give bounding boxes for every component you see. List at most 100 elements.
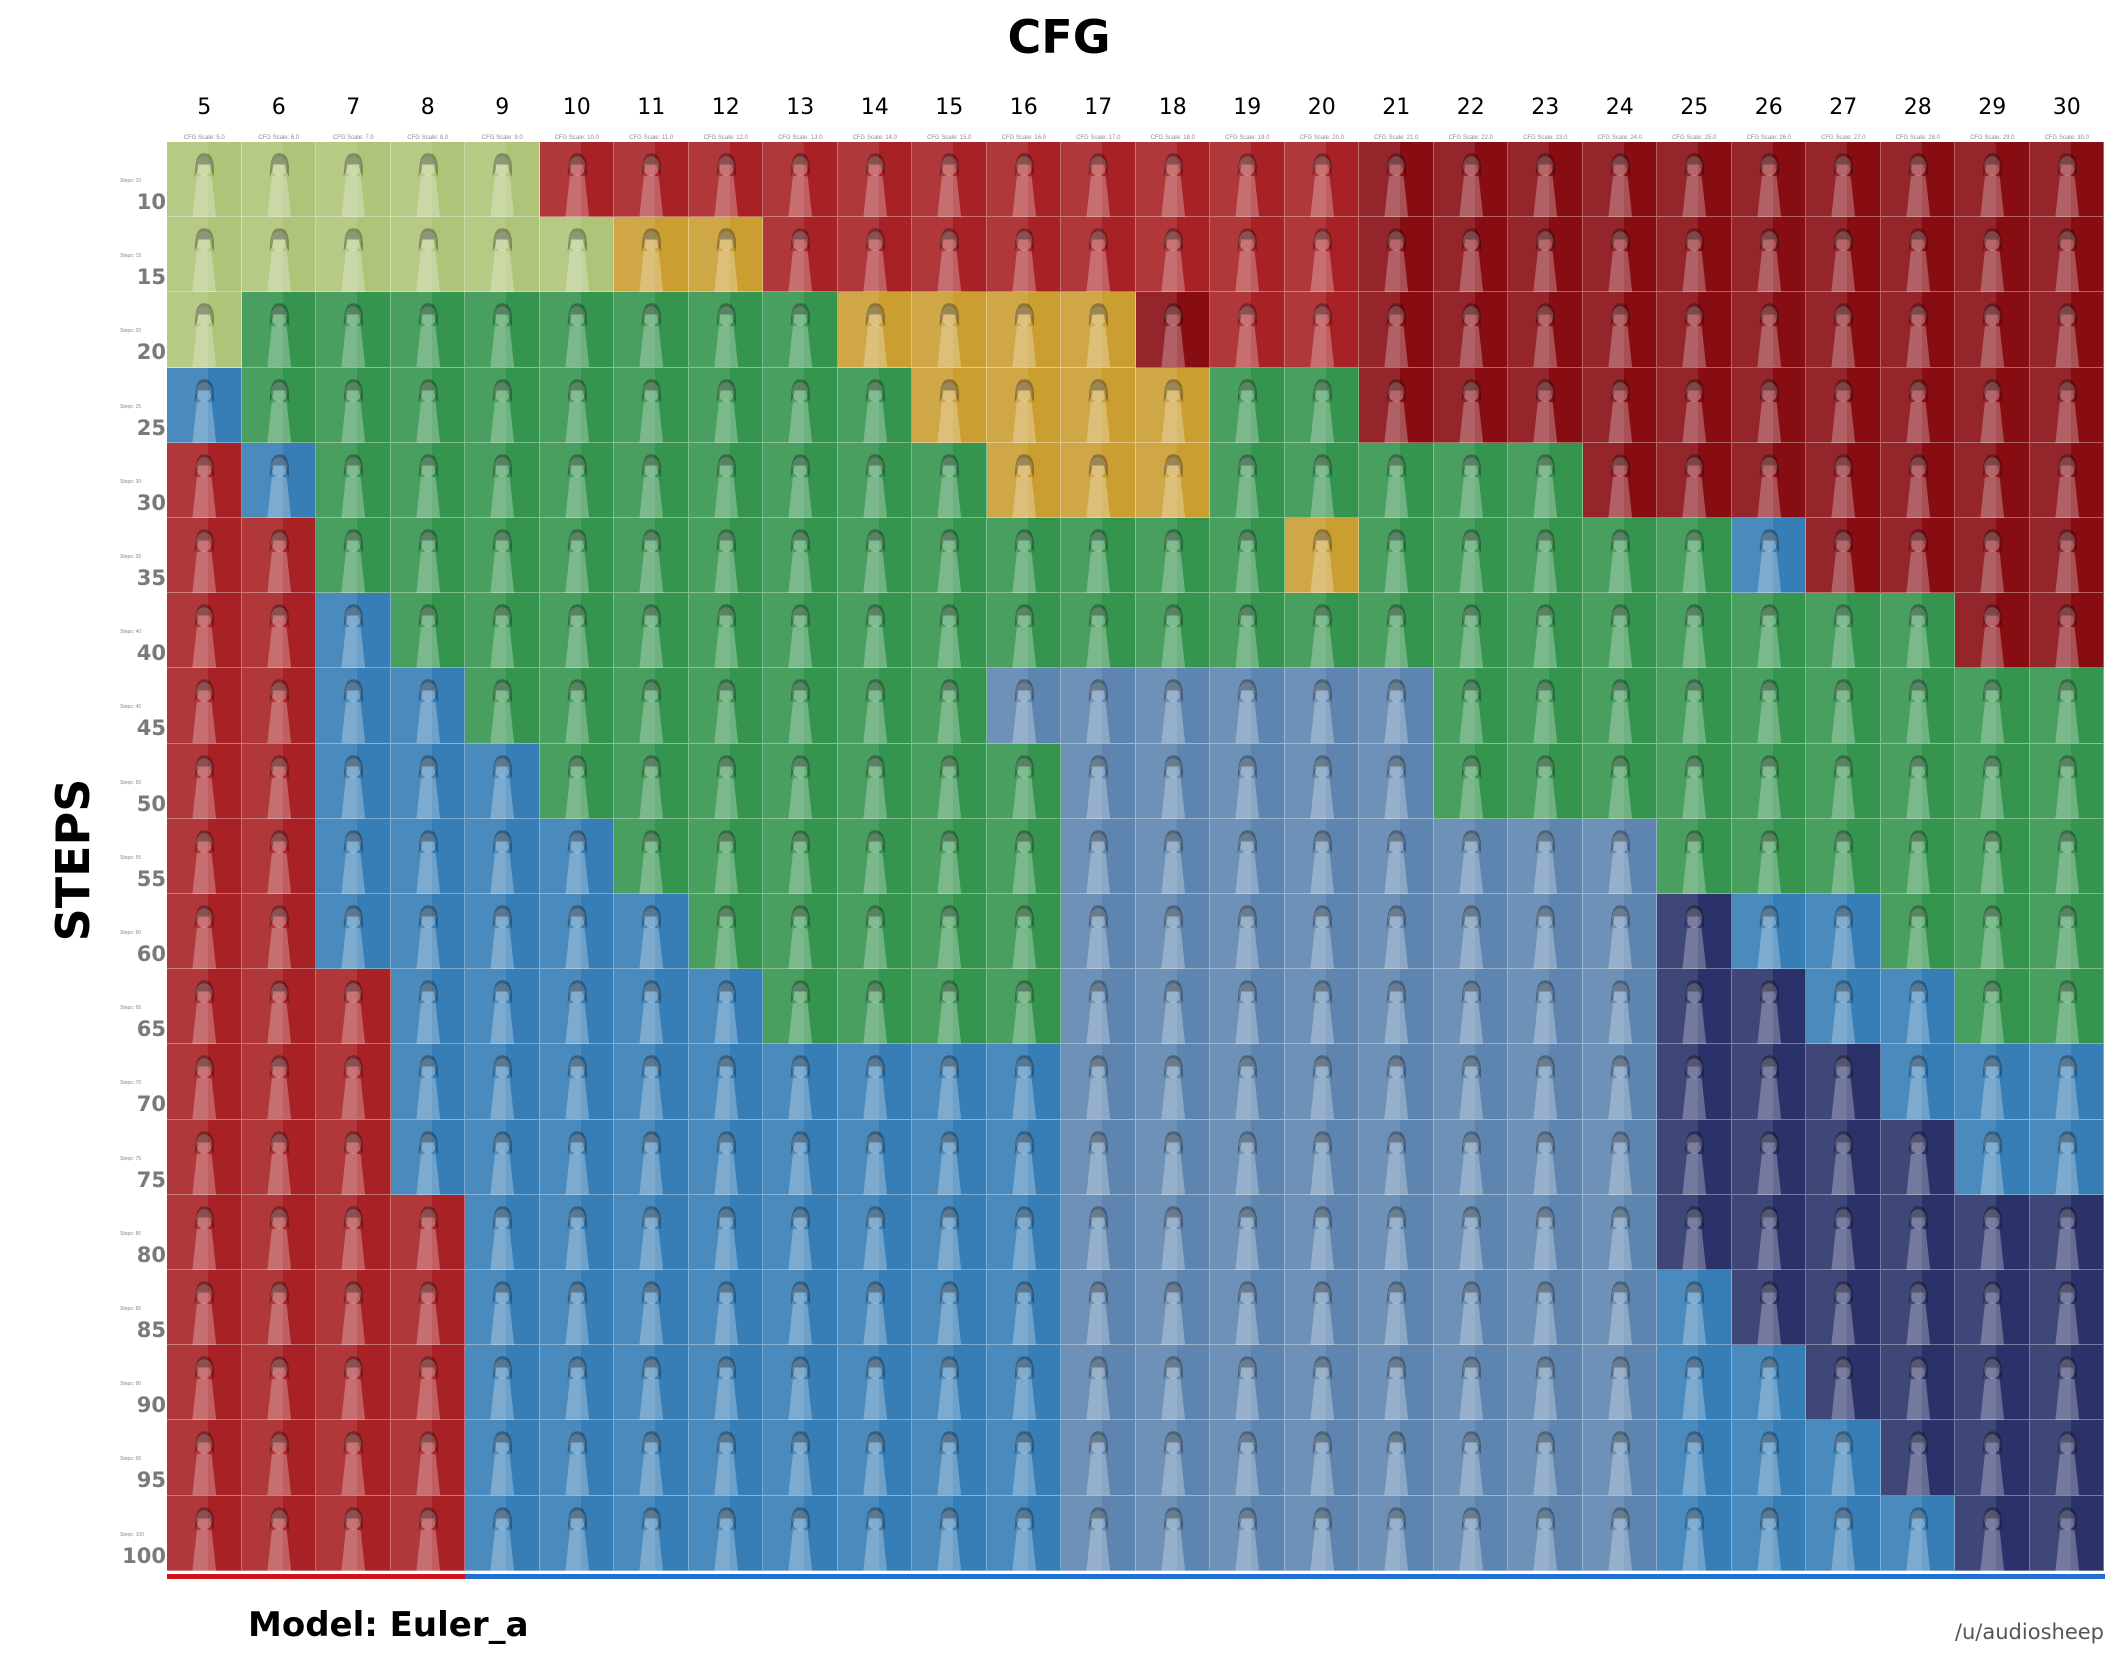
figure-hair	[418, 529, 438, 553]
grid-cell	[539, 593, 614, 669]
grid-cell	[1135, 142, 1210, 218]
grid-cell	[614, 1420, 689, 1496]
grid-cell	[2029, 1270, 2104, 1346]
figure-body	[1831, 1528, 1856, 1571]
figure-hair	[2057, 1356, 2077, 1380]
cell-highlight	[1880, 969, 1922, 1045]
cell-highlight	[1210, 593, 1251, 669]
figure-head	[1835, 1509, 1852, 1530]
figure-head	[1239, 1209, 1256, 1229]
portrait-thumbnail	[2029, 367, 2104, 443]
figure-hair	[1163, 1281, 1183, 1305]
grid-cell	[241, 292, 316, 368]
grid-cell	[1061, 442, 1136, 518]
grid-cell	[465, 142, 540, 218]
portrait-thumbnail	[1582, 1345, 1657, 1421]
portrait-thumbnail	[1806, 442, 1881, 518]
portrait-thumbnail	[539, 367, 614, 443]
cell-highlight	[763, 1119, 804, 1195]
figure-body	[1756, 551, 1781, 594]
figure-hair	[1908, 228, 1928, 252]
grid-cell	[167, 894, 242, 970]
figure-body	[1905, 1378, 1930, 1421]
figure-hair	[269, 679, 289, 703]
portrait-thumbnail	[1135, 894, 1210, 970]
figure-body	[341, 1077, 366, 1120]
figure-body	[1682, 1303, 1707, 1346]
figure-head	[1164, 1209, 1181, 1229]
figure-body	[1831, 250, 1856, 293]
cell-shade	[316, 1495, 391, 1571]
figure-hair	[1163, 153, 1183, 177]
portrait-thumbnail	[986, 1119, 1061, 1195]
figure-hair	[269, 1356, 289, 1380]
figure-body	[862, 400, 887, 443]
figure-hair	[939, 905, 959, 929]
grid-cell	[1582, 1345, 1657, 1421]
figure-head	[1164, 1133, 1181, 1154]
figure-hair	[1461, 529, 1481, 553]
figure-body	[1086, 325, 1111, 368]
grid-cell	[1135, 1270, 1210, 1346]
figure-hair	[567, 378, 587, 403]
cell-shade	[1284, 818, 1359, 894]
steps-label-25: 25	[136, 415, 166, 440]
cell-shade	[912, 894, 987, 970]
portrait-thumbnail	[688, 518, 763, 594]
figure-hair	[2057, 228, 2077, 252]
cell-shade	[316, 668, 391, 744]
figure-head	[568, 231, 585, 252]
grid-cell	[763, 1044, 838, 1120]
figure-body	[1309, 776, 1334, 819]
figure-head	[1015, 757, 1032, 778]
figure-body	[1309, 1002, 1334, 1045]
grid-cell	[688, 1495, 763, 1571]
figure-hair	[1014, 1281, 1034, 1305]
portrait-thumbnail	[1508, 818, 1583, 894]
cell-shade	[465, 894, 540, 970]
figure-head	[1537, 306, 1554, 327]
cell-highlight	[1359, 518, 1400, 594]
figure-hair	[1386, 1431, 1406, 1455]
figure-hair	[1386, 228, 1406, 252]
figure-hair	[492, 1356, 512, 1380]
cell-highlight	[614, 292, 655, 368]
figure-head	[1239, 682, 1256, 703]
figure-hair	[343, 754, 363, 779]
figure-body	[713, 626, 738, 669]
figure-hair	[1461, 1356, 1481, 1380]
grid-cell	[316, 743, 391, 819]
cell-shade	[1508, 442, 1583, 518]
figure-head	[1164, 833, 1181, 853]
cell-shade	[167, 367, 242, 443]
cell-highlight	[465, 217, 506, 293]
figure-hair	[1535, 529, 1555, 553]
cell-highlight	[1359, 142, 1400, 218]
grid-cell	[614, 217, 689, 293]
figure-head	[345, 231, 362, 252]
steps-label-70: 70	[136, 1092, 166, 1117]
cell-shade	[241, 217, 316, 293]
grid-cell	[1657, 894, 1732, 970]
grid-cell	[1433, 1194, 1508, 1270]
grid-cell	[1806, 818, 1881, 894]
figure-hair	[1461, 905, 1481, 929]
figure-body	[1607, 1303, 1632, 1346]
figure-hair	[343, 604, 363, 628]
figure-head	[1909, 607, 1926, 628]
cell-shade	[1731, 1044, 1806, 1120]
grid-cell	[1135, 1495, 1210, 1571]
portrait-thumbnail	[1657, 1345, 1732, 1421]
figure-body	[1756, 1378, 1781, 1421]
cell-shade	[912, 292, 987, 368]
figure-head	[494, 682, 511, 703]
grid-cell	[1880, 292, 1955, 368]
figure-body	[192, 927, 217, 970]
cell-shade	[912, 217, 987, 293]
cell-highlight	[1880, 894, 1922, 970]
grid-cell	[986, 217, 1061, 293]
portrait-thumbnail	[1210, 969, 1285, 1045]
cell-shade	[167, 1270, 242, 1346]
figure-head	[568, 682, 585, 703]
cell-shade	[1657, 969, 1732, 1045]
